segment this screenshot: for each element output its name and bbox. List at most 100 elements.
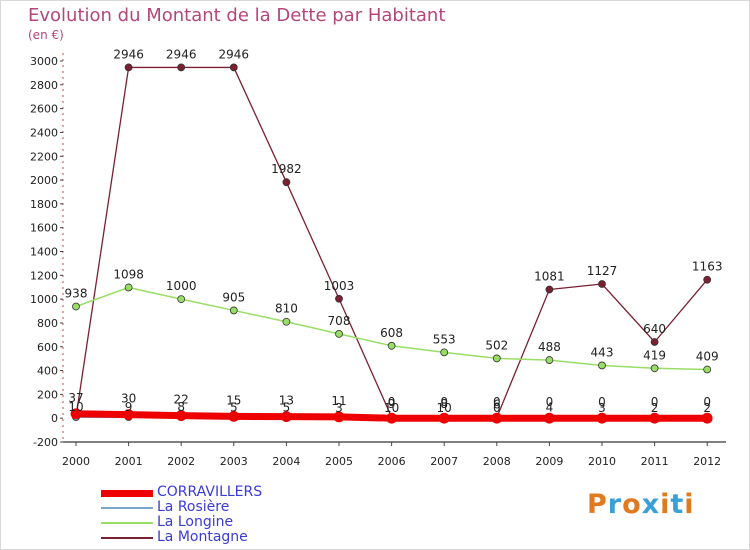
x-tick-label: 2001 bbox=[115, 455, 143, 468]
data-label: 15 bbox=[226, 393, 241, 407]
y-tick-label: -200 bbox=[33, 436, 58, 449]
data-label: 1127 bbox=[587, 264, 618, 278]
data-point bbox=[701, 412, 713, 424]
data-label: 1081 bbox=[534, 269, 565, 283]
data-label: 1098 bbox=[113, 267, 144, 281]
x-tick-label: 2008 bbox=[483, 455, 511, 468]
data-label: 1163 bbox=[692, 260, 723, 274]
legend-item: CORRAVILLERS bbox=[101, 485, 341, 500]
data-label: 0 bbox=[493, 395, 501, 409]
y-tick-label: 1800 bbox=[30, 198, 58, 211]
data-point bbox=[70, 408, 82, 420]
data-point bbox=[598, 280, 606, 288]
y-tick-label: 400 bbox=[37, 365, 58, 378]
data-point bbox=[335, 294, 343, 303]
data-point bbox=[545, 356, 554, 364]
x-tick-label: 2006 bbox=[378, 455, 406, 468]
proxiti-logo: Proxiti bbox=[587, 489, 695, 520]
data-point bbox=[438, 412, 450, 424]
y-tick-label: 2400 bbox=[30, 126, 58, 139]
x-tick-label: 2009 bbox=[535, 455, 563, 468]
data-label: 608 bbox=[380, 326, 403, 340]
data-label: 2946 bbox=[219, 47, 250, 61]
x-tick-label: 2004 bbox=[272, 455, 300, 468]
data-point bbox=[491, 412, 503, 424]
data-label: 3 bbox=[598, 401, 606, 415]
y-tick-label: 1400 bbox=[30, 246, 58, 259]
data-label: 10 bbox=[437, 401, 452, 415]
data-label: 2946 bbox=[113, 47, 144, 61]
data-label: 2946 bbox=[166, 47, 197, 61]
data-point bbox=[124, 283, 133, 292]
data-point bbox=[492, 354, 501, 363]
data-point bbox=[177, 63, 186, 72]
chart-title: Evolution du Montant de la Dette par Hab… bbox=[28, 5, 446, 26]
y-tick-label: 2200 bbox=[30, 150, 58, 163]
data-label: 9 bbox=[125, 400, 133, 414]
data-label: 708 bbox=[328, 314, 351, 328]
data-point bbox=[703, 275, 712, 284]
data-point bbox=[598, 361, 606, 370]
data-label: 443 bbox=[591, 345, 614, 359]
data-point bbox=[280, 411, 292, 423]
legend-label: La Longine bbox=[157, 514, 234, 530]
data-label: 1000 bbox=[166, 279, 197, 293]
data-label: 419 bbox=[643, 348, 666, 362]
data-label: 3 bbox=[335, 401, 343, 415]
data-point bbox=[335, 329, 343, 338]
y-tick-label: 3000 bbox=[30, 55, 58, 68]
y-tick-label: 200 bbox=[37, 388, 58, 401]
data-label: 1982 bbox=[271, 162, 302, 176]
x-tick-label: 2005 bbox=[325, 455, 353, 468]
data-point bbox=[650, 338, 659, 346]
y-tick-label: 1600 bbox=[30, 222, 58, 235]
data-point bbox=[545, 285, 554, 294]
data-point bbox=[650, 364, 659, 373]
data-label: 8 bbox=[440, 397, 448, 411]
data-point bbox=[596, 412, 608, 424]
data-point bbox=[649, 412, 660, 424]
data-label: 0 bbox=[546, 395, 554, 409]
y-tick-label: 2000 bbox=[30, 174, 58, 187]
y-tick-label: 800 bbox=[37, 317, 58, 330]
data-label: 810 bbox=[275, 302, 298, 316]
data-label: 6 bbox=[493, 397, 501, 411]
data-point bbox=[177, 295, 186, 304]
y-tick-label: 1200 bbox=[30, 269, 58, 282]
data-label: 11 bbox=[331, 394, 346, 408]
data-label: 13 bbox=[279, 394, 294, 408]
y-tick-label: 1000 bbox=[30, 293, 58, 306]
data-label: 37 bbox=[68, 391, 83, 405]
data-label: 0 bbox=[493, 401, 501, 415]
data-label: 10 bbox=[384, 401, 399, 415]
y-tick-label: 600 bbox=[37, 341, 58, 354]
legend-swatch bbox=[101, 522, 153, 524]
data-label: 2 bbox=[703, 401, 711, 415]
data-label: 502 bbox=[485, 338, 508, 352]
data-label: 30 bbox=[121, 392, 136, 406]
data-point bbox=[703, 365, 712, 374]
plot-area bbox=[63, 51, 726, 442]
chart-subtitle: (en €) bbox=[28, 28, 64, 42]
x-tick-label: 2007 bbox=[430, 455, 458, 468]
data-label: 640 bbox=[643, 322, 666, 336]
data-point bbox=[123, 409, 134, 421]
chart-legend: CORRAVILLERS La Rosière La Longine La Monta… bbox=[101, 485, 341, 545]
legend-swatch bbox=[101, 537, 153, 539]
data-point bbox=[228, 411, 240, 422]
data-label: 5 bbox=[230, 401, 238, 415]
data-label: 5 bbox=[283, 401, 291, 415]
legend-item: La Longine bbox=[101, 515, 341, 530]
data-label: 0 bbox=[651, 395, 659, 409]
legend-swatch bbox=[101, 507, 153, 509]
data-point bbox=[333, 411, 345, 423]
data-point bbox=[124, 63, 133, 72]
data-label: 22 bbox=[174, 393, 189, 407]
data-label: 10 bbox=[68, 400, 83, 414]
data-label: 0 bbox=[703, 395, 711, 409]
data-label: 4 bbox=[546, 401, 554, 415]
data-label: 9 bbox=[388, 397, 396, 411]
data-point bbox=[229, 306, 238, 315]
